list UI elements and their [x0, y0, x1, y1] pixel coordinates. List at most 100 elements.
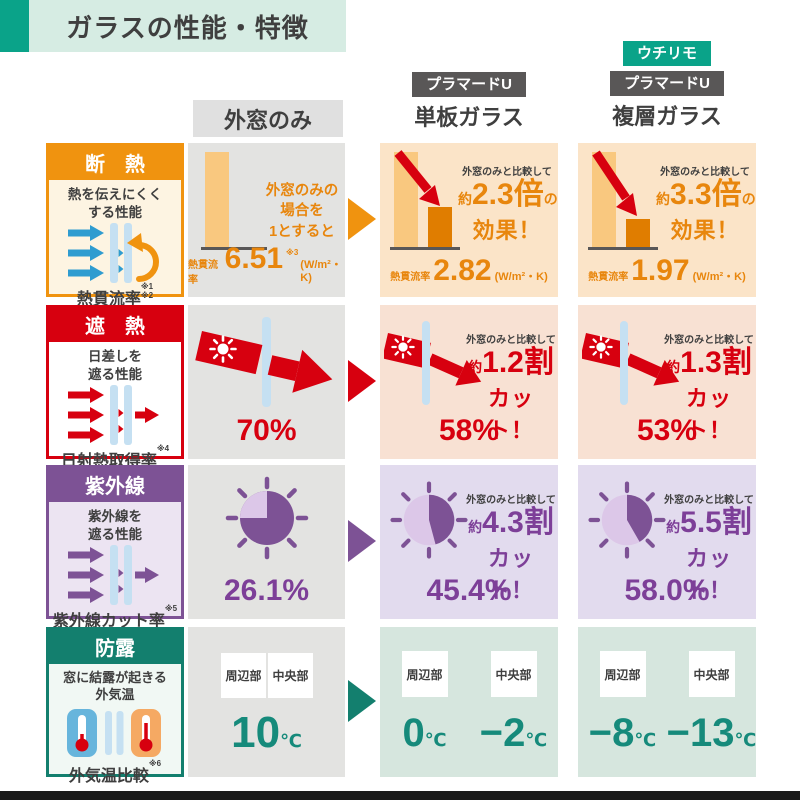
baseline-bar	[205, 152, 229, 247]
result-bar	[626, 219, 650, 247]
temp-baseline: 10 ℃	[231, 708, 302, 757]
u-value-baseline: 熱貫流率 6.51 ※3 (W/m²・K)	[188, 242, 342, 287]
metric-refs: ※5	[164, 604, 178, 614]
chart-axis	[390, 247, 460, 250]
cell-uv-double: 外窓のみと比較して 約5.5割 カット！ 58.0%	[578, 465, 756, 619]
effect-note: 外窓のみと比較して 約3.3倍の 効果！	[656, 163, 756, 245]
transition-arrow-icon	[348, 520, 376, 562]
effect-note: 外窓のみと比較して 約1.2割 カット！	[466, 331, 556, 445]
transition-arrow-icon	[348, 680, 376, 722]
metric-refs: ※1 ※2	[140, 282, 154, 301]
row-desc: 窓に結露が起きる 外気温	[63, 670, 167, 702]
chip-center: 中央部	[688, 651, 735, 697]
metric-label: 熱貫流率※1 ※2	[76, 282, 154, 309]
cell-uv-single: 外窓のみと比較して 約4.3割 カット！ 45.4%	[380, 465, 558, 619]
row-title: 遮 熱	[49, 308, 181, 342]
product-badge: ウチリモ	[622, 41, 711, 66]
effect-note: 外窓のみと比較して 約1.3割 カット！	[664, 331, 754, 445]
chip-edge: 周辺部	[401, 651, 448, 697]
temp-col-edge: 周辺部 −8 ℃	[578, 627, 667, 777]
temp-col-center: 中央部 −13 ℃	[667, 627, 756, 777]
row-label-body: 紫外線を 遮る性能 紫外線カット率※5	[49, 502, 181, 636]
insulation-icon	[68, 223, 159, 284]
value-ref: ※3	[286, 248, 299, 257]
baseline-note: 外窓のみの 場合を 1とすると	[265, 183, 339, 240]
row-desc: 紫外線を 遮る性能	[88, 509, 142, 542]
brand-badge: プラマードU	[610, 71, 724, 96]
sun-pie-chart	[386, 477, 472, 563]
shgc-single: 58%	[438, 414, 500, 447]
cell-shading-baseline: 70%	[188, 305, 345, 459]
cell-insulation-baseline: 外窓のみの 場合を 1とすると 熱貫流率 6.51 ※3 (W/m²・K)	[188, 143, 345, 297]
effect-note: 外窓のみと比較して 約2.3倍の 効果！	[458, 163, 558, 245]
row-title: 紫外線	[49, 468, 181, 502]
column-header-single: プラマードU 単板ガラス	[380, 72, 558, 132]
chart-axis	[588, 247, 658, 250]
compare-note: 外窓のみと比較して	[664, 335, 754, 346]
row-label-shading: 遮 熱 日差しを 遮る性能 日射熱取得率※4	[46, 305, 184, 470]
decrease-arrow-icon	[592, 150, 637, 216]
column-header-baseline: 外窓のみ	[193, 100, 343, 137]
effect-note: 外窓のみと比較して 約5.5割 カット！	[664, 491, 754, 605]
glass-type-label: 複層ガラス	[612, 104, 722, 129]
temp-col-edge: 周辺部 0 ℃	[380, 627, 469, 777]
chip-edge: 周辺部	[221, 653, 266, 698]
chip-center: 中央部	[490, 651, 537, 697]
row-label-insulation: 断 熱 熱を伝えにくく する性能 熱貫流率※1 ※2	[46, 143, 184, 308]
cell-condensation-baseline: 周辺部 中央部 10 ℃	[188, 627, 345, 777]
cell-insulation-single: 外窓のみと比較して 約2.3倍の 効果！ 熱貫流率 2.82 (W/m²・K)	[380, 143, 558, 297]
row-title: 断 熱	[49, 146, 181, 180]
row-title: 防露	[49, 630, 181, 664]
chip-center: 中央部	[268, 653, 313, 698]
temp-col-center: 中央部 −2 ℃	[469, 627, 558, 777]
cell-shading-double: 外窓のみと比較して 約1.3割 カット！ 53%	[578, 305, 756, 459]
metric-refs: ※4	[156, 444, 170, 454]
cell-shading-single: 外窓のみと比較して 約1.2割 カット！ 58%	[380, 305, 558, 459]
cell-uv-baseline: 26.1%	[188, 465, 345, 619]
cell-insulation-double: 外窓のみと比較して 約3.3倍の 効果！ 熱貫流率 1.97 (W/m²・K)	[578, 143, 756, 297]
u-value-single: 熱貫流率 2.82 (W/m²・K)	[390, 254, 548, 287]
bottom-border	[0, 791, 800, 800]
chart-axis	[201, 247, 267, 250]
chip-edge: 周辺部	[599, 651, 646, 697]
row-desc: 日差しを 遮る性能	[88, 349, 142, 382]
glass-type-label: 単板ガラス	[414, 105, 524, 130]
transition-arrow-icon	[348, 198, 376, 240]
compare-note: 外窓のみと比較して	[664, 495, 754, 506]
compare-note: 外窓のみと比較して	[660, 167, 750, 178]
shgc-double: 53%	[636, 414, 698, 447]
sun-arrow-chart	[384, 321, 482, 405]
uv-cut-baseline: 26.1%	[223, 574, 310, 607]
compare-note: 外窓のみと比較して	[466, 335, 556, 346]
sun-arrow-chart	[582, 321, 680, 405]
sun-pie-chart	[584, 477, 670, 563]
shgc-baseline: 70%	[236, 414, 297, 447]
title-bar: ガラスの性能・特徴	[29, 0, 346, 52]
title-accent-square	[0, 0, 29, 52]
u-value-double: 熱貫流率 1.97 (W/m²・K)	[588, 254, 746, 287]
cell-condensation-single: 周辺部 0 ℃ 中央部 −2 ℃	[380, 627, 558, 777]
row-label-body: 窓に結露が起きる 外気温 外気温比較※6	[49, 664, 181, 791]
transition-arrow-icon	[348, 360, 376, 402]
uv-cut-single: 45.4%	[426, 574, 512, 607]
column-header-double: ウチリモ プラマードU 複層ガラス	[578, 41, 756, 131]
sun-pie-chart	[221, 472, 313, 564]
row-label-body: 熱を伝えにくく する性能 熱貫流率※1 ※2	[49, 180, 181, 314]
result-bar	[428, 207, 452, 247]
cell-condensation-double: 周辺部 −8 ℃ 中央部 −13 ℃	[578, 627, 756, 777]
effect-note: 外窓のみと比較して 約4.3割 カット！	[466, 491, 556, 605]
decrease-arrow-icon	[394, 150, 440, 206]
shading-icon	[68, 385, 159, 446]
metric-refs: ※6	[148, 758, 162, 768]
metric-label: 外気温比較※6	[68, 758, 162, 785]
brand-badge: プラマードU	[412, 72, 526, 97]
sun-arrow-chart	[195, 317, 333, 407]
uv-cut-double: 58.0%	[624, 574, 710, 607]
row-label-condensation: 防露 窓に結露が起きる 外気温 外気温比較※6	[46, 627, 184, 785]
uv-icon	[68, 545, 159, 606]
compare-note: 外窓のみと比較して	[462, 167, 552, 178]
row-label-uv: 紫外線 紫外線を 遮る性能 紫外線カット率※5	[46, 465, 184, 630]
row-label-body: 日差しを 遮る性能 日射熱取得率※4	[49, 342, 181, 476]
thermometer-icon	[67, 708, 161, 757]
metric-label: 紫外線カット率※5	[52, 604, 178, 631]
